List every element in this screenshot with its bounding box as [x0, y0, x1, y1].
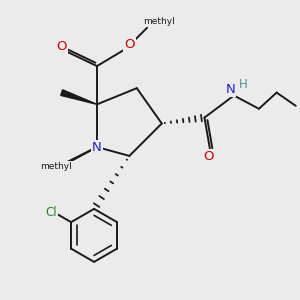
- Text: O: O: [56, 40, 67, 53]
- Text: methyl: methyl: [143, 16, 175, 26]
- Text: N: N: [92, 141, 102, 154]
- Text: H: H: [238, 78, 247, 91]
- Text: N: N: [226, 82, 235, 95]
- Text: methyl: methyl: [40, 162, 72, 171]
- Text: N: N: [92, 141, 102, 154]
- Text: N: N: [92, 141, 102, 154]
- Polygon shape: [61, 90, 97, 104]
- Text: O: O: [204, 150, 214, 163]
- Text: O: O: [124, 38, 135, 51]
- Text: Cl: Cl: [45, 206, 57, 219]
